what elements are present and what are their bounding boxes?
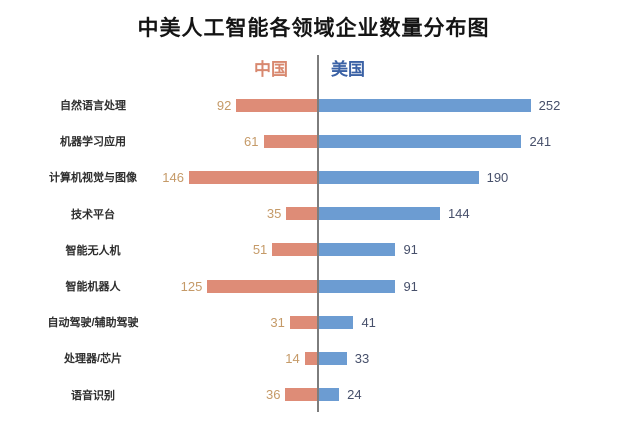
us-bar <box>319 134 522 148</box>
us-value: 91 <box>403 278 418 294</box>
china-bar <box>285 388 317 402</box>
category-label: 自然语言处理 <box>60 100 126 113</box>
chart-row: 语音识别 36 24 <box>0 377 627 413</box>
chart-row: 自然语言处理 92 252 <box>0 87 627 123</box>
china-bar <box>207 279 317 293</box>
chart-row: 智能无人机 51 91 <box>0 232 627 268</box>
us-value: 91 <box>403 242 418 258</box>
china-value: 14 <box>285 350 300 366</box>
category-label: 处理器/芯片 <box>63 353 123 366</box>
china-bar <box>272 243 317 257</box>
chart-row: 计算机视觉与图像 146 190 <box>0 159 627 195</box>
china-zone: 92 <box>140 87 317 123</box>
category-label: 技术平台 <box>71 208 115 221</box>
china-value: 92 <box>216 97 232 113</box>
us-value: 241 <box>529 133 552 149</box>
china-value: 125 <box>180 278 203 294</box>
us-bar <box>319 279 396 293</box>
us-zone: 24 <box>319 377 627 413</box>
china-value: 35 <box>266 206 282 222</box>
category-label: 机器学习应用 <box>60 136 126 149</box>
chart-row: 自动驾驶/辅助驾驶 31 41 <box>0 304 627 340</box>
china-bar <box>188 170 317 184</box>
chart-row: 智能机器人 125 91 <box>0 268 627 304</box>
china-value: 146 <box>162 169 184 185</box>
china-zone: 36 <box>140 377 317 413</box>
us-bar <box>319 388 340 402</box>
china-value: 31 <box>270 314 285 330</box>
category-label: 语音识别 <box>71 389 115 402</box>
us-value: 144 <box>447 206 470 222</box>
china-value: 36 <box>265 387 281 403</box>
china-zone: 61 <box>140 123 317 159</box>
china-bar <box>304 351 317 365</box>
china-bar <box>286 207 317 221</box>
us-zone: 91 <box>319 232 627 268</box>
us-bar <box>319 351 347 365</box>
china-zone: 51 <box>140 232 317 268</box>
us-value: 33 <box>354 350 370 366</box>
china-zone: 35 <box>140 196 317 232</box>
us-zone: 144 <box>319 196 627 232</box>
us-bar <box>319 315 354 329</box>
us-value: 24 <box>347 387 362 403</box>
us-value: 190 <box>486 169 509 185</box>
china-zone: 125 <box>140 268 317 304</box>
category-label: 计算机视觉与图像 <box>49 172 137 185</box>
us-zone: 41 <box>319 304 627 340</box>
us-zone: 91 <box>319 268 627 304</box>
china-bar <box>289 315 317 329</box>
legend-us-label: 美国 <box>331 60 365 79</box>
us-bar <box>319 98 531 112</box>
us-value: 41 <box>361 314 376 330</box>
center-axis-line <box>317 55 319 412</box>
china-zone: 146 <box>140 159 317 195</box>
category-label: 智能机器人 <box>65 281 121 294</box>
china-zone: 14 <box>140 340 317 376</box>
us-bar <box>319 170 479 184</box>
chart-row: 处理器/芯片 14 33 <box>0 340 627 376</box>
us-bar <box>319 243 396 257</box>
us-zone: 33 <box>319 340 627 376</box>
us-value: 252 <box>538 97 561 113</box>
chart-row: 技术平台 35 144 <box>0 196 627 232</box>
china-bar <box>236 98 317 112</box>
us-zone: 252 <box>319 87 627 123</box>
china-value: 51 <box>252 242 268 258</box>
chart-rows: 自然语言处理 92 252 机器学习应用 61 241 计算机视觉与图像 146… <box>0 87 627 413</box>
us-zone: 190 <box>319 159 627 195</box>
china-bar <box>263 134 317 148</box>
china-zone: 31 <box>140 304 317 340</box>
us-bar <box>319 207 440 221</box>
chart-row: 机器学习应用 61 241 <box>0 123 627 159</box>
chart-title: 中美人工智能各领域企业数量分布图 <box>137 17 490 40</box>
category-label: 自动驾驶/辅助驾驶 <box>47 317 139 330</box>
china-value: 61 <box>244 133 259 149</box>
legend-china-label: 中国 <box>254 60 288 79</box>
legend-header: 中国 美国 <box>0 55 627 85</box>
us-zone: 241 <box>319 123 627 159</box>
category-label: 智能无人机 <box>65 244 121 257</box>
